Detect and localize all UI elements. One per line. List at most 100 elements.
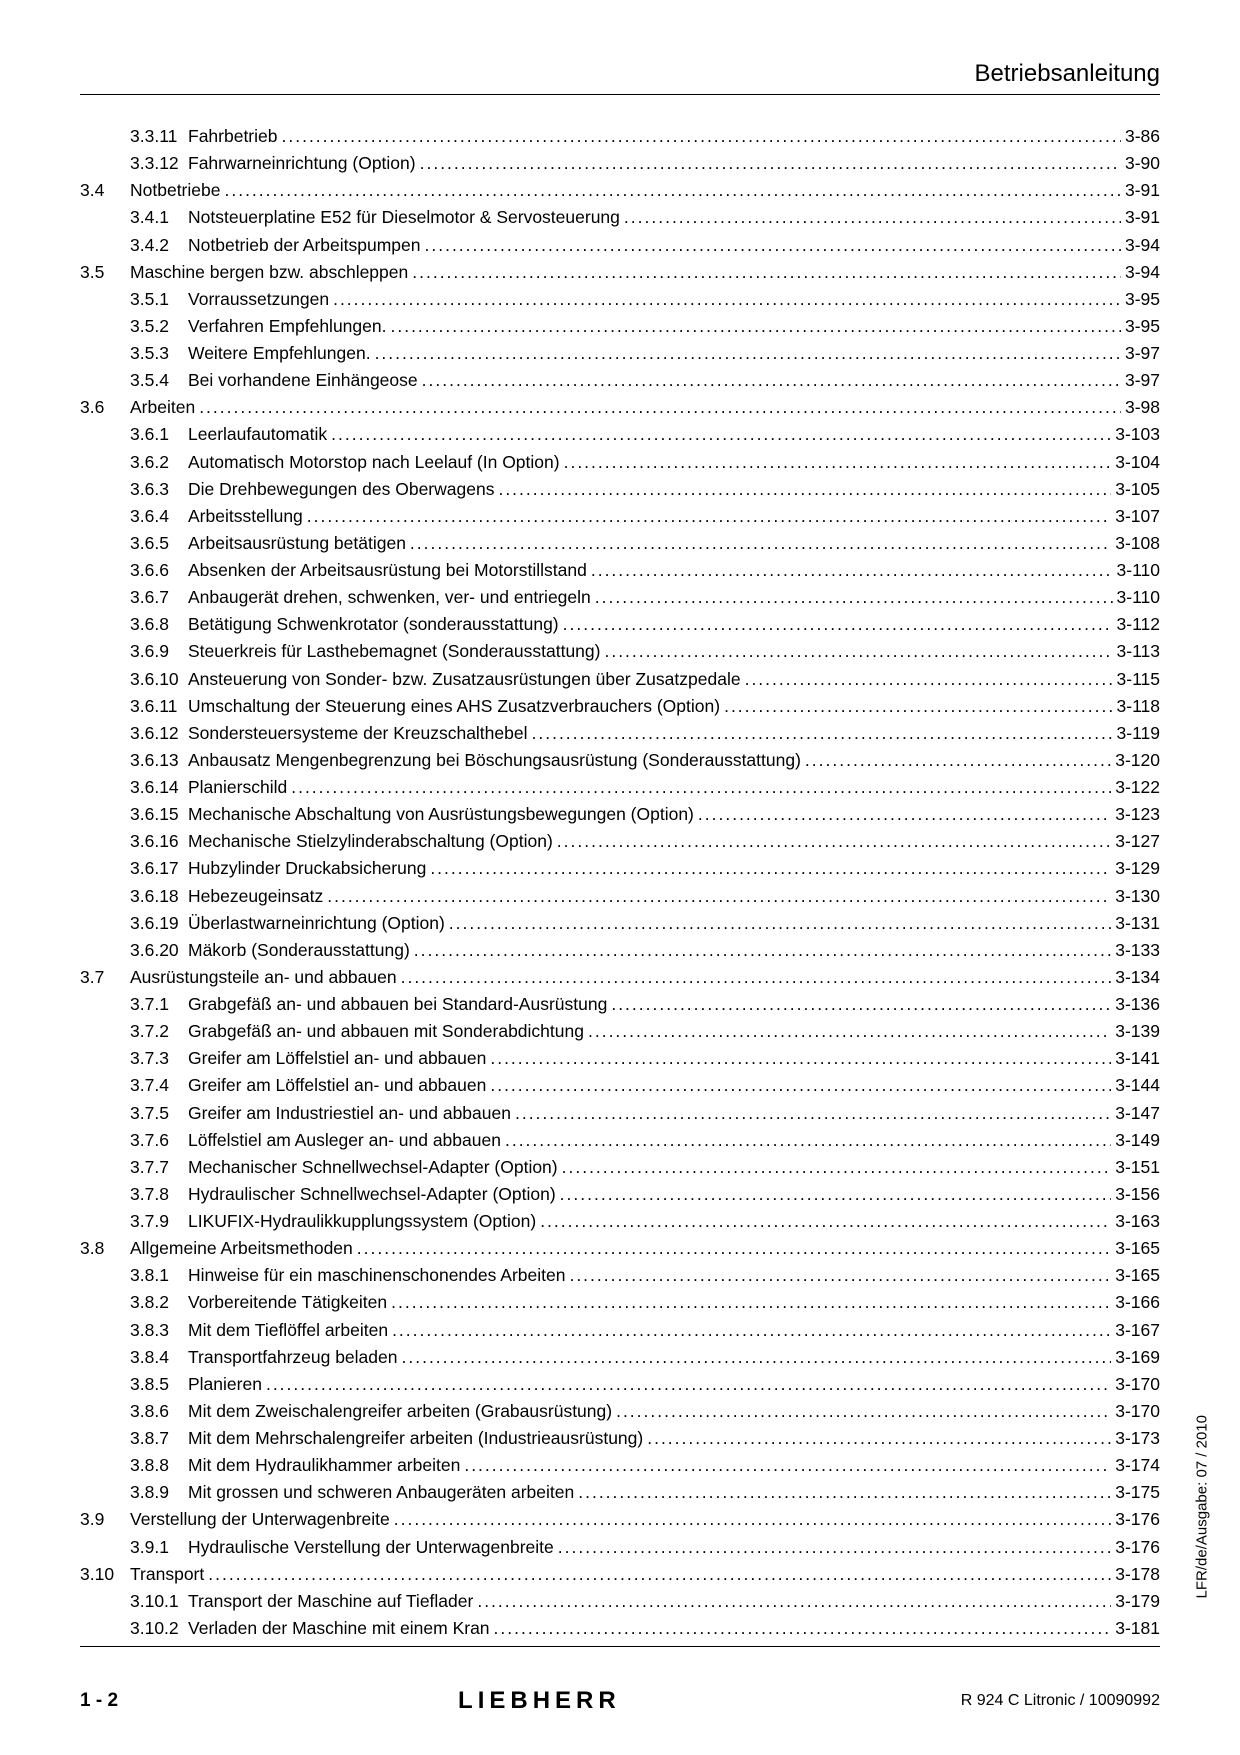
toc-row: 3.5.2Verfahren Empfehlungen. 3-95	[80, 313, 1160, 340]
toc-row: 3.7.8Hydraulischer Schnellwechsel-Adapte…	[80, 1181, 1160, 1208]
toc-subsection-number: 3.8.8	[130, 1452, 188, 1479]
toc-subsection-number: 3.7.4	[130, 1072, 188, 1099]
toc-leader-dots	[331, 421, 1111, 448]
toc-leader-dots	[449, 910, 1111, 937]
toc-subsection-number: 3.8.4	[130, 1344, 188, 1371]
toc-subsection-number: 3.7.3	[130, 1045, 188, 1072]
toc-page-number: 3-95	[1125, 286, 1160, 313]
toc-leader-dots	[394, 1506, 1111, 1533]
toc-row: 3.4Notbetriebe 3-91	[80, 177, 1160, 204]
toc-leader-dots	[515, 1100, 1111, 1127]
toc-row: 3.7.4Greifer am Löffelstiel an- und abba…	[80, 1072, 1160, 1099]
toc-leader-dots	[391, 1289, 1111, 1316]
toc-leader-dots	[558, 1534, 1111, 1561]
toc-page-number: 3-173	[1115, 1425, 1160, 1452]
toc-row: 3.8.5Planieren 3-170	[80, 1371, 1160, 1398]
toc-page-number: 3-108	[1115, 530, 1160, 557]
toc-leader-dots	[698, 801, 1111, 828]
toc-subsection-number: 3.6.20	[130, 937, 188, 964]
toc-row: 3.8.4Transportfahrzeug beladen 3-169	[80, 1344, 1160, 1371]
toc-row: 3.6.9Steuerkreis für Lasthebemagnet (Son…	[80, 638, 1160, 665]
toc-entry-title: Vorraussetzungen	[188, 286, 329, 313]
toc-page-number: 3-119	[1117, 720, 1160, 747]
toc-entry-title: Grabgefäß an- und abbauen mit Sonderabdi…	[188, 1018, 584, 1045]
toc-leader-dots	[616, 1398, 1111, 1425]
toc-leader-dots	[420, 150, 1121, 177]
toc-row: 3.6.19Überlastwarneinrichtung (Option) 3…	[80, 910, 1160, 937]
toc-entry-title: Mit dem Hydraulikhammer arbeiten	[188, 1452, 460, 1479]
side-edition-text: LFR/de/Ausgabe: 07 / 2010	[1193, 1415, 1210, 1598]
toc-page-number: 3-169	[1115, 1344, 1160, 1371]
toc-row: 3.6Arbeiten 3-98	[80, 394, 1160, 421]
toc-entry-title: Umschaltung der Steuerung eines AHS Zusa…	[188, 693, 720, 720]
toc-entry-title: Arbeiten	[130, 394, 195, 421]
toc-subsection-number: 3.6.12	[130, 720, 188, 747]
toc-page-number: 3-178	[1115, 1561, 1160, 1588]
toc-entry-title: Mechanischer Schnellwechsel-Adapter (Opt…	[188, 1154, 558, 1181]
toc-leader-dots	[410, 530, 1111, 557]
toc-entry-title: Mit dem Tieflöffel arbeiten	[188, 1317, 388, 1344]
toc-page-number: 3-165	[1115, 1262, 1160, 1289]
toc-leader-dots	[578, 1479, 1111, 1506]
toc-page-number: 3-151	[1115, 1154, 1160, 1181]
toc-row: 3.6.12Sondersteuersysteme der Kreuzschal…	[80, 720, 1160, 747]
toc-subsection-number: 3.6.6	[130, 557, 188, 584]
toc-page-number: 3-123	[1115, 801, 1160, 828]
toc-row: 3.6.8Betätigung Schwenkrotator (sonderau…	[80, 611, 1160, 638]
toc-page-number: 3-131	[1115, 910, 1160, 937]
toc-leader-dots	[604, 638, 1112, 665]
toc-leader-dots	[532, 720, 1113, 747]
toc-page-number: 3-110	[1117, 557, 1160, 584]
toc-row: 3.8Allgemeine Arbeitsmethoden 3-165	[80, 1235, 1160, 1262]
toc-section-number: 3.9	[80, 1506, 130, 1533]
toc-leader-dots	[357, 1235, 1111, 1262]
toc-page-number: 3-91	[1125, 204, 1160, 231]
toc-row: 3.10.2Verladen der Maschine mit einem Kr…	[80, 1615, 1160, 1642]
toc-leader-dots	[490, 1045, 1111, 1072]
toc-page-number: 3-94	[1125, 232, 1160, 259]
toc-entry-title: Vorbereitende Tätigkeiten	[188, 1289, 387, 1316]
toc-page-number: 3-127	[1115, 828, 1160, 855]
toc-row: 3.8.3Mit dem Tieflöffel arbeiten 3-167	[80, 1317, 1160, 1344]
toc-leader-dots	[307, 503, 1111, 530]
toc-entry-title: Weitere Empfehlungen.	[188, 340, 371, 367]
toc-leader-dots	[464, 1452, 1111, 1479]
header-rule	[80, 94, 1160, 95]
toc-page-number: 3-97	[1125, 367, 1160, 394]
toc-page-number: 3-98	[1125, 394, 1160, 421]
toc-page-number: 3-156	[1115, 1181, 1160, 1208]
toc-subsection-number: 3.8.7	[130, 1425, 188, 1452]
toc-subsection-number: 3.10.2	[130, 1615, 188, 1642]
toc-page-number: 3-175	[1115, 1479, 1160, 1506]
toc-subsection-number: 3.7.6	[130, 1127, 188, 1154]
toc-row: 3.9.1Hydraulische Verstellung der Unterw…	[80, 1534, 1160, 1561]
toc-entry-title: Notsteuerplatine E52 für Dieselmotor & S…	[188, 204, 620, 231]
toc-row: 3.6.2Automatisch Motorstop nach Leelauf …	[80, 449, 1160, 476]
footer-rule	[80, 1646, 1160, 1647]
toc-row: 3.7.5Greifer am Industriestiel an- und a…	[80, 1100, 1160, 1127]
toc-leader-dots	[375, 340, 1121, 367]
toc-page-number: 3-165	[1115, 1235, 1160, 1262]
toc-subsection-number: 3.4.2	[130, 232, 188, 259]
toc-subsection-number: 3.8.2	[130, 1289, 188, 1316]
toc-row: 3.7.3Greifer am Löffelstiel an- und abba…	[80, 1045, 1160, 1072]
toc-leader-dots	[498, 476, 1111, 503]
toc-row: 3.6.7Anbaugerät drehen, schwenken, ver- …	[80, 584, 1160, 611]
toc-leader-dots	[390, 313, 1120, 340]
toc-row: 3.4.2Notbetrieb der Arbeitspumpen 3-94	[80, 232, 1160, 259]
toc-entry-title: Überlastwarneinrichtung (Option)	[188, 910, 445, 937]
toc-page-number: 3-94	[1125, 259, 1160, 286]
toc-page-number: 3-170	[1115, 1371, 1160, 1398]
toc-page-number: 3-130	[1115, 883, 1160, 910]
toc-leader-dots	[266, 1371, 1111, 1398]
toc-entry-title: Mechanische Stielzylinderabschaltung (Op…	[188, 828, 553, 855]
toc-section-number: 3.7	[80, 964, 130, 991]
toc-subsection-number: 3.10.1	[130, 1588, 188, 1615]
toc-entry-title: Greifer am Industriestiel an- und abbaue…	[188, 1100, 511, 1127]
toc-row: 3.6.17Hubzylinder Druckabsicherung 3-129	[80, 855, 1160, 882]
page: Betriebsanleitung 3.3.11Fahrbetrieb 3-86…	[0, 0, 1240, 1755]
toc-entry-title: Automatisch Motorstop nach Leelauf (In O…	[188, 449, 560, 476]
toc-entry-title: Ausrüstungsteile an- und abbauen	[130, 964, 397, 991]
toc-row: 3.6.1Leerlaufautomatik 3-103	[80, 421, 1160, 448]
toc-page-number: 3-134	[1115, 964, 1160, 991]
